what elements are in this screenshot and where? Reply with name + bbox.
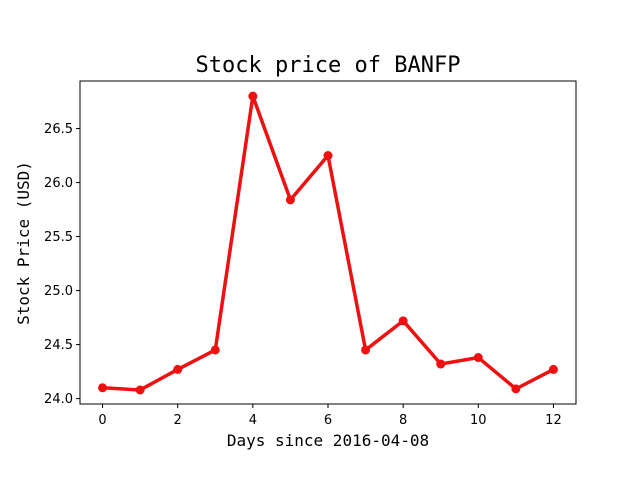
x-tick-label: 4: [249, 413, 257, 428]
data-point: [361, 345, 371, 355]
y-axis-label: Stock Price (USD): [14, 161, 33, 325]
x-tick-label: 8: [399, 413, 407, 428]
x-tick-label: 10: [470, 413, 487, 428]
x-tick-label: 12: [545, 413, 562, 428]
y-tick-label: 26.5: [44, 122, 73, 137]
data-point: [98, 383, 108, 393]
data-point: [248, 91, 258, 101]
y-tick-label: 24.5: [44, 338, 73, 353]
data-point: [473, 353, 483, 363]
data-point: [511, 384, 521, 394]
plot-frame: [79, 80, 577, 405]
chart-title: Stock price of BANFP: [196, 53, 461, 78]
data-point: [323, 151, 333, 161]
series-layer: [98, 91, 558, 395]
data-point: [173, 364, 183, 374]
x-axis-label: Days since 2016-04-08: [227, 431, 429, 450]
data-point: [398, 316, 408, 326]
data-point: [436, 359, 446, 369]
x-tick-label: 6: [324, 413, 332, 428]
y-tick-label: 24.0: [44, 392, 73, 407]
x-axis-ticks: 0 2 4 6 8 10 12: [98, 404, 562, 428]
data-point: [135, 385, 145, 395]
data-point: [548, 364, 558, 374]
y-tick-label: 26.0: [44, 176, 73, 191]
x-tick-label: 2: [174, 413, 182, 428]
y-axis-ticks: 24.0 24.5 25.0 25.5 26.0 26.5: [44, 122, 80, 407]
data-point: [210, 345, 220, 355]
data-point: [285, 195, 295, 205]
y-tick-label: 25.5: [44, 230, 73, 245]
x-tick-label: 0: [98, 413, 106, 428]
series-line: [100, 94, 556, 392]
y-tick-label: 25.0: [44, 284, 73, 299]
